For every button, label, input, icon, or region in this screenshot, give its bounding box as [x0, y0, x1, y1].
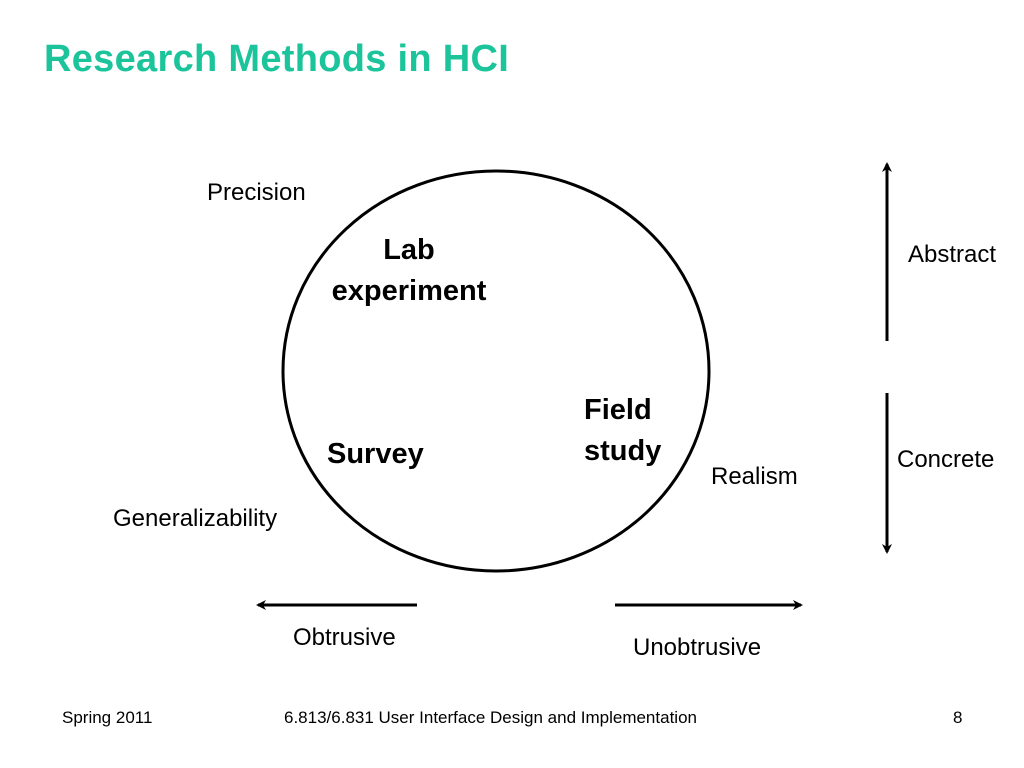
lab-experiment-line-2: experiment: [331, 275, 487, 308]
footer-term: Spring 2011: [62, 708, 153, 727]
field-study-line-1: Field: [584, 394, 652, 426]
obtrusive-label: Obtrusive: [293, 624, 396, 651]
abstract-label: Abstract: [908, 241, 997, 268]
lab-experiment-label: Lab experiment: [319, 230, 499, 312]
slide-title: Research Methods in HCI: [44, 38, 510, 80]
concrete-label: Concrete: [897, 446, 995, 473]
footer-course: 6.813/6.831 User Interface Design and Im…: [284, 708, 697, 727]
field-study-label: Field study: [584, 390, 661, 472]
methods-circle: [281, 169, 711, 573]
realism-label: Realism: [711, 463, 798, 490]
field-study-line-2: study: [584, 435, 662, 468]
lab-experiment-line-1: Lab: [383, 234, 435, 266]
footer-page-number: 8: [953, 708, 963, 727]
generalizability-label: Generalizability: [113, 505, 278, 532]
precision-label: Precision: [207, 179, 306, 206]
survey-label: Survey: [327, 438, 424, 470]
unobtrusive-label: Unobtrusive: [633, 634, 762, 661]
